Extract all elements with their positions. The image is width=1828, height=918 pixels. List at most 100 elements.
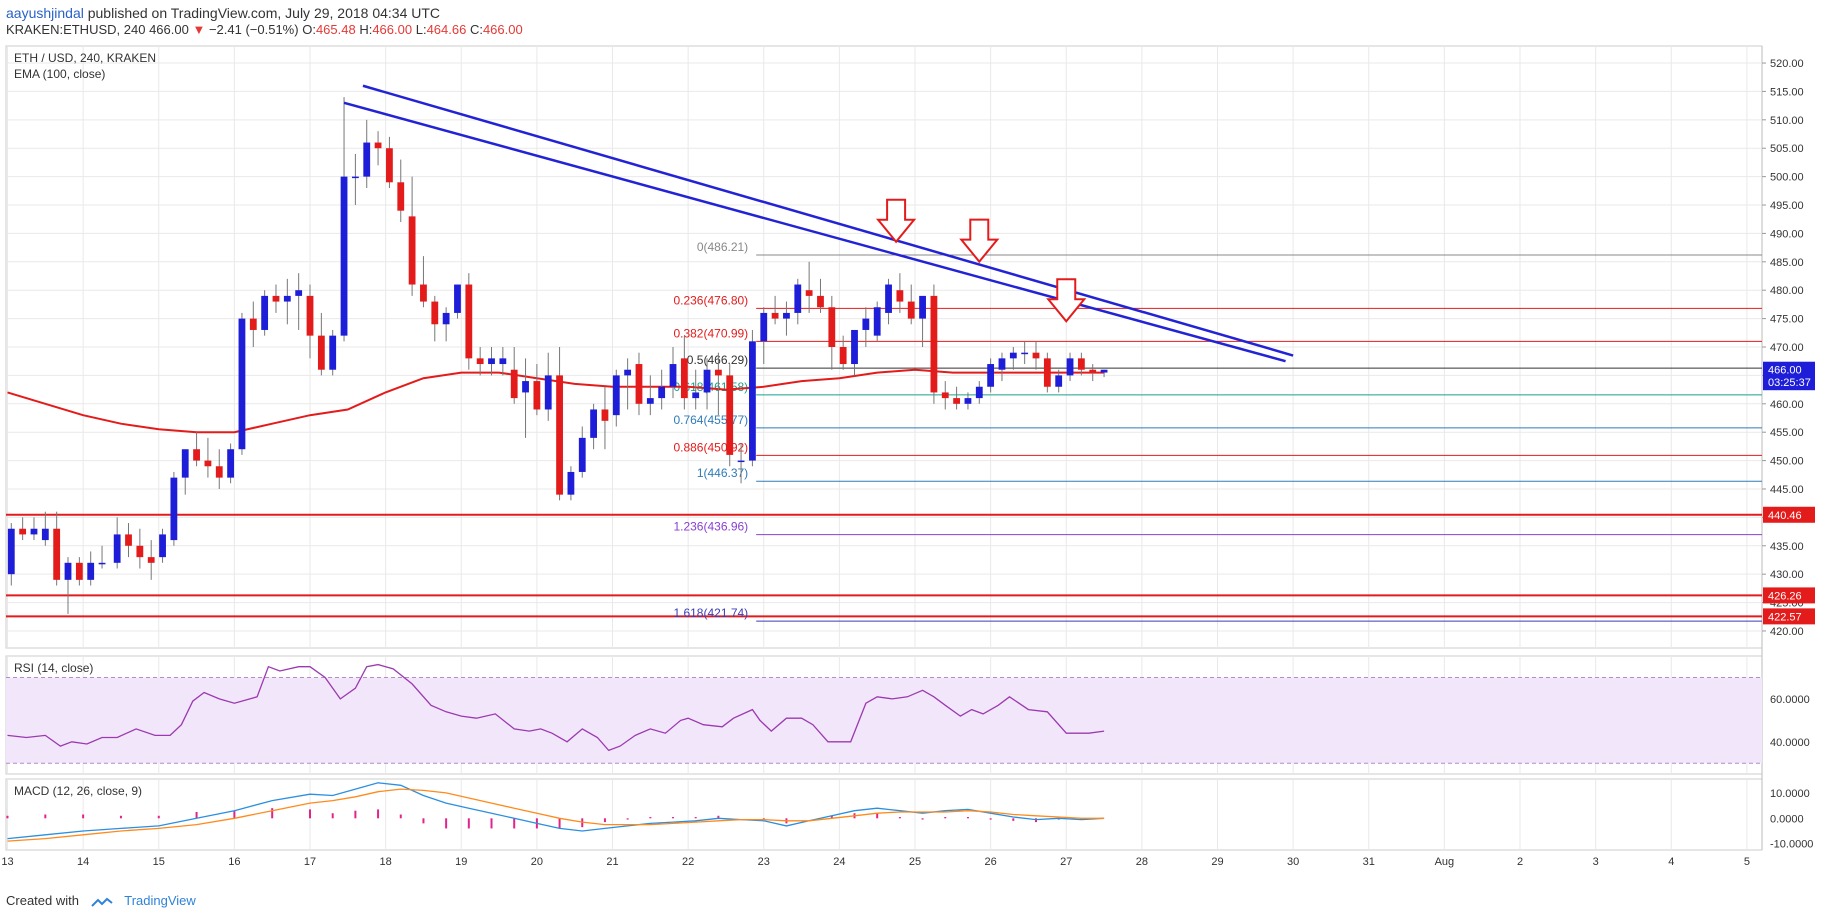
price-change: −2.41 (−0.51%) [208, 22, 299, 37]
candle-body [64, 562, 72, 580]
fib-label: 0.5(466.29) [687, 353, 748, 367]
candle-body [249, 318, 257, 330]
price-tag [1763, 587, 1815, 604]
fib-label: 1.236(436.96) [673, 520, 748, 534]
macd-panel[interactable]: MACD (12, 26, close, 9) [6, 782, 1105, 842]
x-tick-label: 18 [380, 856, 392, 868]
signal-line [7, 788, 1105, 842]
chart-area[interactable]: ETH / USD, 240, KRAKEN EMA (100, close) 0(… [0, 38, 1828, 890]
high-value: 466.00 [372, 22, 413, 37]
candle-body [896, 290, 904, 302]
fib-label: 1.618(421.74) [673, 606, 748, 620]
rsi-title: RSI (14, close) [14, 661, 93, 675]
ema-line [7, 368, 1105, 434]
candle-body [805, 290, 813, 296]
candle-body [136, 545, 144, 558]
close-value: 466.00 [482, 22, 523, 37]
candle-body [41, 528, 49, 541]
footer: Created with TradingView [6, 893, 196, 908]
rsi-tick-label: 60.0000 [1770, 694, 1810, 706]
y-tick-label: 455.00 [1770, 427, 1804, 439]
y-tick-label: 445.00 [1770, 484, 1804, 496]
candle-body [544, 375, 552, 410]
candle-body [828, 307, 836, 347]
candle-body [87, 562, 95, 580]
candle-body [873, 307, 881, 336]
candle-body [30, 528, 38, 535]
candle-body [930, 295, 938, 393]
candle-body [578, 437, 586, 472]
time-axis[interactable]: 13 14 15 16 17 18 19 20 21 22 23 24 25 26 27 28 29 30 31 Au… [1, 856, 1750, 868]
y-tick-label: 510.00 [1770, 115, 1804, 127]
candle-body [749, 341, 756, 461]
candle-body [170, 477, 178, 541]
price-tag-label: 466.00 [1768, 365, 1802, 377]
price-tag-label: 440.46 [1768, 510, 1802, 522]
price-tag-label: 03:25:37 [1768, 377, 1811, 389]
ema-label: EMA (100, close) [14, 67, 105, 81]
candle-body [669, 364, 677, 387]
candle-body [272, 295, 280, 302]
candle-body [476, 358, 484, 365]
x-tick-label: Aug [1435, 856, 1455, 868]
macd-title: MACD (12, 26, close, 9) [14, 784, 142, 798]
candle-body [953, 398, 961, 404]
candle-body [1100, 369, 1108, 373]
last-price: 466.00 [149, 22, 189, 37]
low-label: L: [415, 22, 427, 37]
x-tick-label: 4 [1668, 856, 1674, 868]
candle-body [261, 295, 269, 330]
header-bar: aayushjindal published on TradingView.co… [0, 0, 1828, 38]
candle-body [98, 562, 106, 565]
y-tick-label: 505.00 [1770, 143, 1804, 155]
candle-body [420, 284, 427, 302]
candle-body [1021, 352, 1029, 355]
price-tag-label: 422.57 [1768, 611, 1802, 623]
candle-body [601, 409, 609, 421]
x-tick-label: 13 [1, 856, 13, 868]
price-panel[interactable]: ETH / USD, 240, KRAKEN EMA (100, close) 0(… [6, 51, 1762, 622]
x-tick-label: 5 [1744, 856, 1750, 868]
x-tick-label: 31 [1363, 856, 1375, 868]
rsi-panel[interactable]: RSI (14, close) [6, 661, 1762, 764]
x-tick-label: 17 [304, 856, 316, 868]
candle-body [408, 216, 416, 285]
candle-body [998, 358, 1006, 370]
x-tick-label: 19 [455, 856, 467, 868]
candle-body [737, 460, 745, 463]
x-tick-label: 23 [758, 856, 770, 868]
candle-body [556, 375, 563, 495]
candle-body [783, 312, 790, 319]
author-link[interactable]: aayushjindal [6, 5, 84, 21]
candle-body [363, 142, 371, 177]
candle-body [1032, 352, 1040, 359]
macd-panel-frame [5, 778, 1763, 851]
trendline [362, 84, 1294, 357]
ohlc-info: KRAKEN:ETHUSD, 240 466.00 ▼ −2.41 (−0.51… [6, 22, 523, 37]
x-tick-label: 20 [531, 856, 543, 868]
x-tick-label: 29 [1211, 856, 1223, 868]
candle-body [771, 312, 779, 319]
candle-body [885, 284, 892, 313]
price-tag [1763, 506, 1815, 523]
candle-body [7, 528, 15, 575]
candle-body [590, 409, 598, 438]
candle-body [714, 369, 722, 376]
tradingview-brand[interactable]: TradingView [124, 893, 196, 908]
candle-body [964, 398, 972, 404]
fib-label: 0.886(450.92) [673, 440, 748, 454]
candle-body [567, 471, 575, 495]
candle-body [147, 557, 155, 563]
rsi-band [6, 677, 1762, 764]
candle-body [295, 290, 303, 296]
candle-body [19, 528, 27, 535]
candle-body [283, 295, 291, 302]
x-tick-label: 24 [833, 856, 845, 868]
candle-body [181, 449, 189, 478]
candle-body [612, 375, 620, 416]
y-tick-label: 520.00 [1770, 58, 1804, 70]
x-tick-label: 21 [606, 856, 618, 868]
candle-body [941, 392, 949, 399]
x-tick-label: 25 [909, 856, 921, 868]
price-axis[interactable]: 420.00425.00430.00435.00440.00445.00450.… [1762, 58, 1815, 851]
